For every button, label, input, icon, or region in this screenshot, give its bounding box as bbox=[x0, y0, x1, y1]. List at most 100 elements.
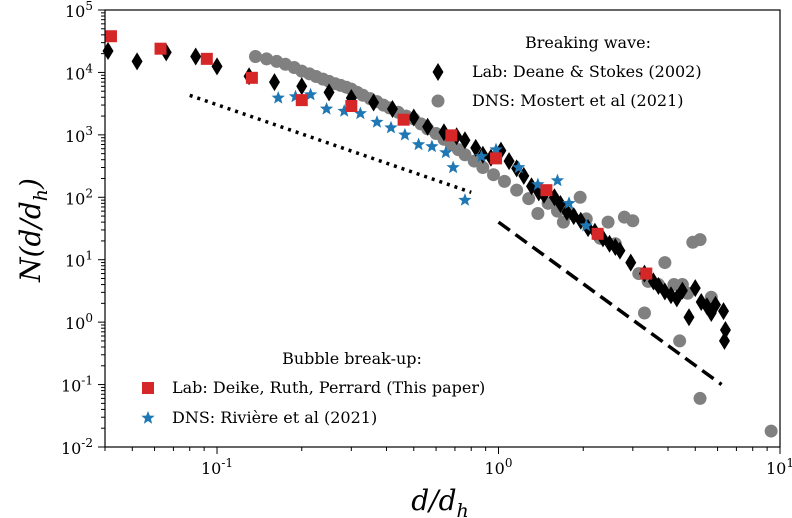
data-point-lab-deane bbox=[554, 195, 566, 214]
data-point-dns-riviere bbox=[353, 106, 367, 120]
legend-label-dns-mostert: DNS: Mostert et al (2021) bbox=[472, 91, 683, 110]
data-point-dns-riviere bbox=[370, 115, 384, 128]
data-point-lab-deike bbox=[154, 42, 167, 55]
data-point-dns-riviere bbox=[398, 127, 412, 141]
data-point-dns-mostert bbox=[637, 306, 651, 320]
y-tick-label: 105 bbox=[65, 0, 93, 21]
x-axis-label: d/dh bbox=[411, 484, 469, 518]
data-point-lab-deike bbox=[245, 71, 258, 84]
legend-label-lab-deike: Lab: Deike, Ruth, Perrard (This paper) bbox=[172, 378, 485, 397]
legend-marker-dns-mostert bbox=[431, 94, 445, 108]
data-point-lab-deane bbox=[676, 281, 688, 300]
data-point-lab-deane bbox=[296, 77, 308, 96]
data-point-lab-deike bbox=[104, 30, 117, 43]
data-point-lab-deane bbox=[470, 138, 482, 157]
legend-label-dns-riviere: DNS: Rivière et al (2021) bbox=[172, 408, 377, 427]
data-point-dns-mostert bbox=[673, 334, 687, 348]
legend-symbol bbox=[431, 94, 445, 108]
data-points bbox=[102, 30, 778, 438]
data-point-dns-riviere bbox=[319, 102, 334, 115]
data-point-lab-deike bbox=[445, 129, 458, 142]
legend-symbol bbox=[432, 63, 444, 81]
data-point-lab-deane bbox=[614, 241, 626, 260]
legend-title-breaking-wave: Breaking wave: bbox=[525, 33, 651, 52]
data-point-lab-deane bbox=[718, 302, 730, 321]
data-point-dns-mostert bbox=[458, 148, 472, 162]
data-point-dns-mostert bbox=[476, 160, 490, 174]
data-point-lab-deike bbox=[540, 184, 553, 197]
data-point-lab-deane bbox=[131, 52, 143, 71]
data-point-dns-mostert bbox=[531, 206, 545, 220]
x-tick-label: 100 bbox=[485, 456, 513, 478]
reference-lines bbox=[189, 93, 723, 386]
y-tick-label: 10-1 bbox=[61, 374, 93, 396]
data-point-dns-riviere bbox=[474, 149, 489, 163]
data-point-lab-deane bbox=[408, 108, 420, 127]
data-point-dns-mostert bbox=[764, 424, 778, 438]
data-point-dns-mostert bbox=[658, 256, 672, 270]
data-point-lab-deike bbox=[640, 267, 653, 280]
reference-line-dotted bbox=[189, 93, 472, 194]
data-point-dns-riviere bbox=[562, 196, 576, 209]
data-point-lab-deane bbox=[211, 57, 223, 76]
data-point-dns-riviere bbox=[489, 142, 503, 156]
legend-bubble-breakup: Bubble break-up: Lab: Deike, Ruth, Perra… bbox=[141, 349, 485, 427]
y-tick-label: 101 bbox=[65, 249, 93, 271]
data-point-dns-mostert bbox=[510, 183, 524, 197]
x-tick-label: 10-1 bbox=[201, 456, 233, 478]
legend-symbol bbox=[141, 411, 155, 424]
axis-ticks: 10-1 100 101 10-2 10-1 100 101 102 103 104 105 bbox=[61, 0, 792, 478]
reference-line-dashed bbox=[497, 220, 723, 386]
y-axis-label: N(d/dh) bbox=[14, 178, 52, 283]
data-point-dns-mostert bbox=[626, 214, 640, 228]
data-point-dns-riviere bbox=[271, 91, 285, 104]
data-point-dns-mostert bbox=[260, 52, 274, 66]
data-point-dns-riviere bbox=[337, 104, 351, 117]
data-point-lab-deane bbox=[190, 47, 202, 66]
y-tick-label: 104 bbox=[65, 61, 93, 83]
data-point-dns-mostert bbox=[693, 391, 707, 405]
data-point-dns-riviere bbox=[512, 160, 526, 174]
data-point-dns-mostert bbox=[249, 49, 263, 63]
legend-breaking-wave: Breaking wave: Lab: Deane & Stokes (2002… bbox=[431, 33, 702, 110]
data-point-dns-mostert bbox=[487, 168, 501, 182]
y-tick-label: 103 bbox=[65, 124, 93, 146]
data-point-dns-mostert bbox=[497, 174, 511, 188]
data-point-dns-mostert bbox=[601, 215, 615, 229]
data-point-lab-deane bbox=[503, 152, 515, 171]
plot-frame bbox=[104, 9, 781, 448]
data-point-lab-deane bbox=[323, 83, 335, 102]
legend-marker-lab-deike bbox=[142, 382, 154, 394]
data-point-lab-deike bbox=[200, 52, 213, 65]
y-tick-label: 100 bbox=[65, 311, 93, 333]
data-point-lab-deike bbox=[397, 113, 410, 126]
y-tick-label: 102 bbox=[65, 186, 93, 208]
data-point-lab-deane bbox=[719, 320, 731, 339]
data-point-lab-deike bbox=[490, 152, 503, 165]
data-point-dns-riviere bbox=[425, 139, 439, 153]
data-point-lab-deane bbox=[689, 279, 701, 298]
data-point-dns-riviere bbox=[303, 87, 318, 101]
data-point-dns-riviere bbox=[288, 89, 303, 103]
y-tick-label: 10-2 bbox=[61, 436, 93, 458]
data-point-lab-deane bbox=[422, 117, 434, 136]
data-point-lab-deike bbox=[295, 94, 308, 107]
data-point-lab-deike bbox=[345, 99, 358, 112]
data-point-dns-riviere bbox=[384, 120, 398, 134]
data-point-dns-riviere bbox=[579, 218, 593, 232]
data-point-lab-deike bbox=[591, 227, 604, 240]
data-point-dns-mostert bbox=[522, 192, 536, 206]
data-point-lab-deane bbox=[718, 331, 730, 350]
legend-marker-lab-deane bbox=[432, 63, 444, 81]
data-point-lab-deane bbox=[102, 42, 114, 61]
data-point-lab-deane bbox=[459, 131, 471, 150]
data-point-dns-mostert bbox=[693, 233, 707, 247]
data-point-lab-deane bbox=[268, 73, 280, 92]
data-point-dns-mostert bbox=[573, 190, 587, 204]
data-point-dns-riviere bbox=[531, 177, 545, 191]
data-point-lab-deane bbox=[386, 99, 398, 118]
x-tick-label: 101 bbox=[766, 456, 792, 478]
legend-marker-dns-riviere bbox=[141, 411, 155, 424]
data-point-dns-riviere bbox=[550, 173, 565, 187]
legend-label-lab-deane: Lab: Deane & Stokes (2002) bbox=[472, 62, 702, 81]
